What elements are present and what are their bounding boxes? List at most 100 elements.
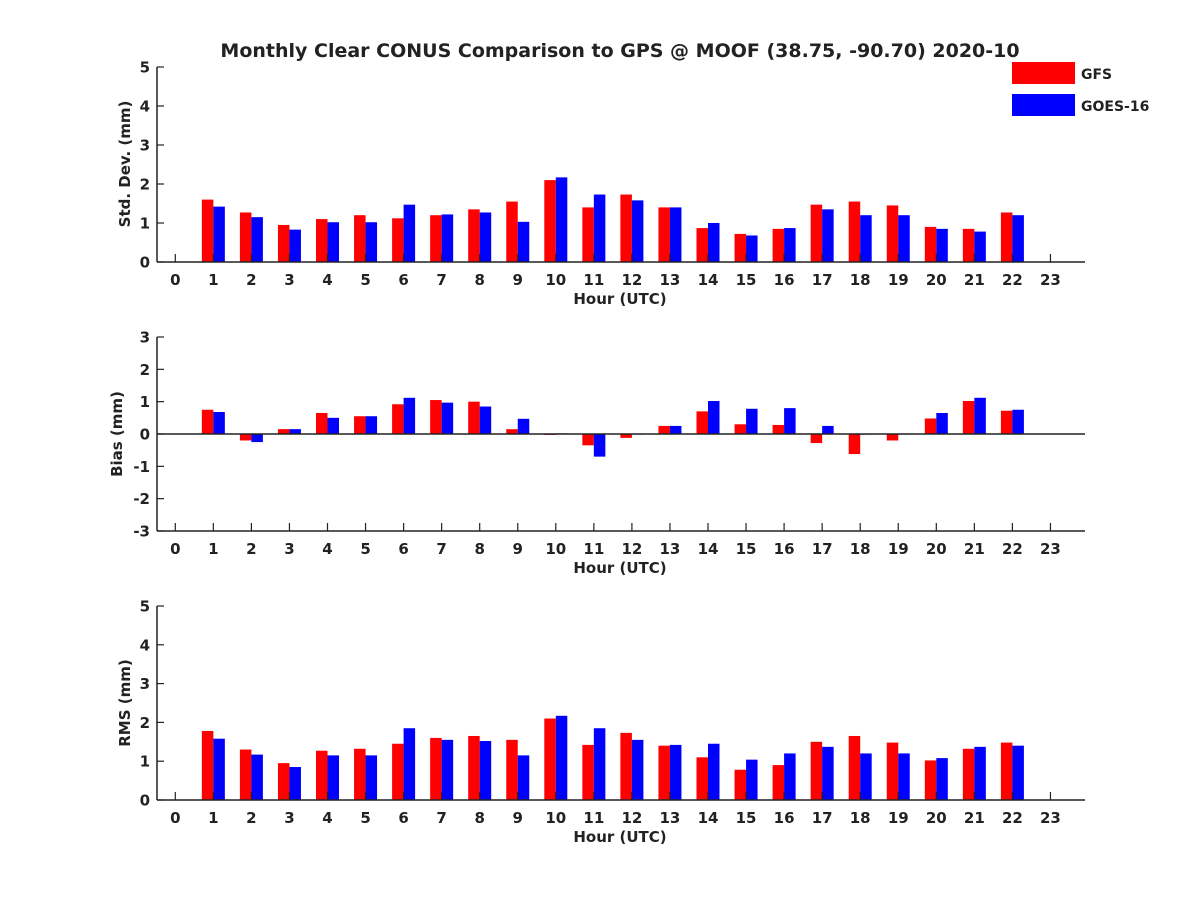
rms-xtick-label: 16 bbox=[774, 809, 795, 827]
bias-bar-gfs-7 bbox=[430, 400, 442, 434]
bias-bar-gfs-4 bbox=[316, 412, 328, 434]
bias-xtick-label: 2 bbox=[246, 540, 256, 558]
bias-bar-gfs-6 bbox=[392, 404, 404, 434]
panel-std-dev-xlabel: Hour (UTC) bbox=[573, 290, 666, 308]
rms-bar-gfs-14 bbox=[696, 757, 708, 800]
rms-ytick-label: 5 bbox=[140, 598, 150, 616]
bias-bar-gfs-16 bbox=[772, 424, 785, 434]
bias-bar-gfs-3 bbox=[277, 429, 290, 434]
bias-bar-gfs-12 bbox=[620, 434, 632, 438]
std-dev-bar-goes16-13 bbox=[669, 207, 682, 262]
std-dev-bar-goes16-3 bbox=[289, 229, 301, 262]
std-dev-ytick-label: 2 bbox=[140, 176, 150, 194]
rms-bar-goes16-18 bbox=[860, 753, 872, 800]
rms-bar-goes16-9 bbox=[517, 755, 530, 800]
std-dev-xtick-label: 21 bbox=[964, 271, 985, 289]
bias-xtick-label: 17 bbox=[812, 540, 833, 558]
rms-xtick-label: 8 bbox=[474, 809, 484, 827]
bias-xtick-label: 1 bbox=[208, 540, 218, 558]
panel-bias-xlabel: Hour (UTC) bbox=[573, 559, 666, 577]
std-dev-bar-gfs-4 bbox=[316, 219, 328, 262]
bias-bar-gfs-19 bbox=[886, 434, 899, 441]
rms-xtick-label: 4 bbox=[322, 809, 332, 827]
std-dev-bar-goes16-11 bbox=[593, 194, 606, 262]
std-dev-bar-goes16-17 bbox=[822, 209, 834, 262]
std-dev-xtick-label: 3 bbox=[284, 271, 294, 289]
bias-bar-gfs-1 bbox=[201, 409, 214, 434]
rms-xtick-label: 7 bbox=[436, 809, 446, 827]
bias-ytick-label: -3 bbox=[133, 523, 150, 541]
bias-bar-gfs-5 bbox=[354, 416, 366, 434]
std-dev-bar-gfs-21 bbox=[962, 228, 975, 262]
bias-ytick-label: -2 bbox=[133, 490, 150, 508]
bias-xtick-label: 4 bbox=[322, 540, 332, 558]
bias-bar-gfs-22 bbox=[1000, 410, 1013, 434]
rms-xtick-label: 9 bbox=[513, 809, 523, 827]
rms-xtick-label: 22 bbox=[1002, 809, 1023, 827]
std-dev-bar-goes16-14 bbox=[708, 223, 720, 262]
legend-label-gfs: GFS bbox=[1081, 67, 1112, 83]
std-dev-bar-goes16-19 bbox=[898, 215, 910, 262]
rms-bar-gfs-3 bbox=[277, 763, 290, 800]
rms-bar-goes16-17 bbox=[822, 746, 834, 800]
panel-rms-ylabel: RMS (mm) bbox=[116, 659, 134, 746]
std-dev-xtick-label: 6 bbox=[398, 271, 408, 289]
std-dev-bar-gfs-13 bbox=[658, 207, 670, 262]
std-dev-bar-gfs-6 bbox=[392, 218, 404, 262]
rms-bar-gfs-17 bbox=[810, 741, 823, 800]
rms-xtick-label: 2 bbox=[246, 809, 256, 827]
bias-bar-goes16-22 bbox=[1012, 409, 1024, 434]
std-dev-bar-goes16-20 bbox=[936, 228, 948, 262]
rms-bar-gfs-9 bbox=[506, 739, 518, 800]
rms-bar-goes16-20 bbox=[936, 758, 948, 800]
std-dev-bar-goes16-22 bbox=[1012, 215, 1024, 262]
rms-bar-gfs-7 bbox=[430, 737, 442, 800]
bias-xtick-label: 15 bbox=[736, 540, 757, 558]
bias-bar-goes16-16 bbox=[784, 408, 796, 434]
bias-bar-goes16-14 bbox=[708, 401, 720, 434]
bias-bar-gfs-9 bbox=[506, 429, 518, 434]
panel-bias-ylabel: Bias (mm) bbox=[108, 391, 126, 477]
bias-xtick-label: 0 bbox=[170, 540, 180, 558]
std-dev-bar-gfs-8 bbox=[468, 209, 480, 262]
std-dev-bar-gfs-10 bbox=[544, 180, 556, 262]
std-dev-bar-goes16-2 bbox=[251, 217, 263, 262]
std-dev-bar-gfs-22 bbox=[1000, 212, 1013, 262]
rms-xtick-label: 20 bbox=[926, 809, 947, 827]
bias-bar-goes16-15 bbox=[746, 408, 758, 434]
bias-bar-goes16-1 bbox=[213, 412, 225, 434]
bias-bar-gfs-21 bbox=[962, 401, 975, 434]
bias-bar-gfs-18 bbox=[848, 434, 861, 455]
rms-bar-goes16-16 bbox=[784, 753, 796, 800]
bias-xtick-label: 10 bbox=[545, 540, 566, 558]
std-dev-ytick-label: 5 bbox=[140, 59, 150, 77]
rms-xtick-label: 6 bbox=[398, 809, 408, 827]
std-dev-xtick-label: 19 bbox=[888, 271, 909, 289]
std-dev-bar-goes16-9 bbox=[517, 221, 530, 262]
rms-xtick-label: 21 bbox=[964, 809, 985, 827]
rms-bar-goes16-21 bbox=[974, 746, 986, 800]
std-dev-bar-gfs-16 bbox=[772, 228, 785, 262]
bias-bar-gfs-8 bbox=[468, 401, 480, 434]
rms-bar-goes16-15 bbox=[746, 759, 758, 800]
bias-bar-goes16-8 bbox=[479, 406, 492, 434]
bias-xtick-label: 3 bbox=[284, 540, 294, 558]
rms-bar-goes16-6 bbox=[403, 728, 416, 800]
rms-bar-goes16-4 bbox=[327, 755, 339, 800]
rms-bar-gfs-15 bbox=[734, 769, 747, 800]
std-dev-xtick-label: 10 bbox=[545, 271, 566, 289]
rms-xtick-label: 1 bbox=[208, 809, 218, 827]
rms-xtick-label: 19 bbox=[888, 809, 909, 827]
bias-ytick-label: -1 bbox=[133, 458, 150, 476]
rms-bar-goes16-11 bbox=[593, 728, 606, 800]
panel-rms-xlabel: Hour (UTC) bbox=[573, 828, 666, 846]
std-dev-bar-gfs-7 bbox=[430, 215, 442, 262]
rms-bar-goes16-12 bbox=[631, 739, 644, 800]
std-dev-xtick-label: 9 bbox=[513, 271, 523, 289]
std-dev-xtick-label: 4 bbox=[322, 271, 332, 289]
bias-xtick-label: 9 bbox=[513, 540, 523, 558]
legend: GFS GOES-16 bbox=[1012, 62, 1149, 116]
std-dev-bar-gfs-5 bbox=[354, 215, 366, 262]
